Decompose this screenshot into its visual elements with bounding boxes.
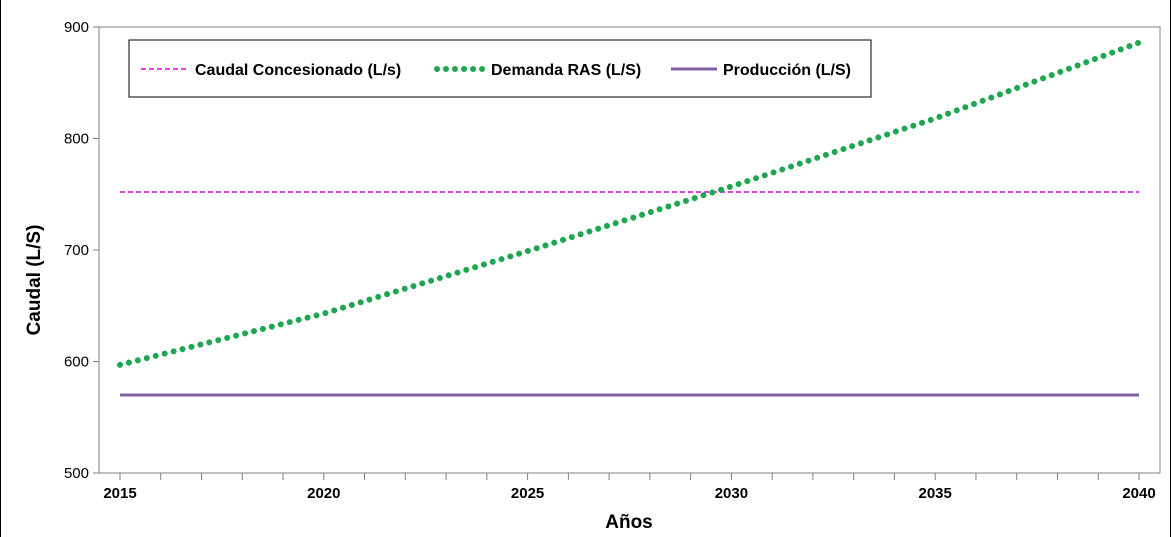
- legend: Caudal Concesionado (L/s) Demanda RAS (L…: [128, 39, 872, 98]
- series-line-demanda-ras-l-s: [117, 39, 1142, 368]
- x-tick-label: 2015: [103, 485, 136, 502]
- y-tick-label: 500: [64, 465, 89, 482]
- series-layer: [117, 39, 1142, 397]
- x-axis-title: Años: [605, 512, 653, 533]
- y-tick-label: 600: [64, 354, 89, 371]
- y-axis: 500 600 700 800 900: [64, 19, 99, 482]
- y-tick-label: 900: [64, 19, 89, 36]
- y-tick-label: 700: [64, 242, 89, 259]
- x-tick-label: 2035: [919, 485, 952, 502]
- y-axis-title: Caudal (L/S): [24, 225, 45, 336]
- x-tick-label: 2025: [511, 485, 544, 502]
- x-tick-label: 2030: [715, 485, 748, 502]
- legend-label-caudal-concesionado: Caudal Concesionado (L/s): [195, 62, 401, 79]
- x-tick-label: 2040: [1122, 485, 1155, 502]
- x-tick-label: 2020: [307, 485, 340, 502]
- legend-label-demanda-ras: Demanda RAS (L/S): [491, 62, 641, 79]
- y-tick-label: 800: [64, 131, 89, 148]
- x-axis: 2015 2020 2025 2030 2035 2040: [103, 473, 1156, 502]
- legend-label-produccion: Producción (L/S): [723, 62, 851, 79]
- legend-box: [128, 39, 872, 98]
